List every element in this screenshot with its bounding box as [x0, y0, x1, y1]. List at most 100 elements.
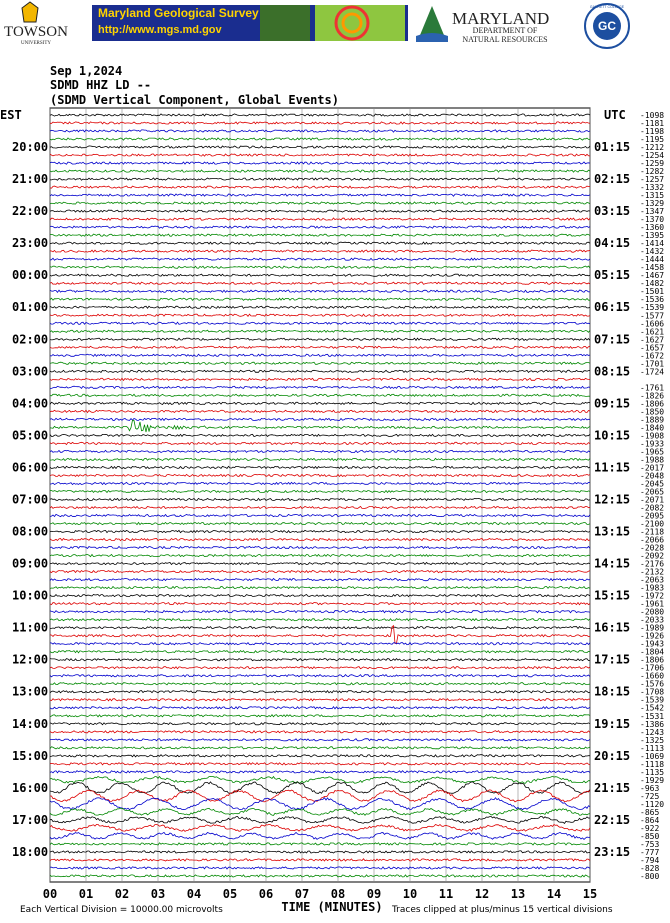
utc-time: 17:15: [594, 653, 630, 667]
labels: 00 01 02 03 04 05 06 07 08 09 10 11 12 13 14 15 20:00 21:…: [12, 111, 664, 901]
utc-time: 23:15: [594, 845, 630, 859]
trace-offset: -2080: [640, 608, 664, 617]
trace-offset: -1965: [640, 447, 664, 456]
trace-offset: -2065: [640, 487, 664, 496]
seismic-trace: [49, 797, 591, 811]
seismic-trace: [49, 513, 591, 518]
seismic-trace: [49, 225, 591, 229]
trace-offset: -1929: [640, 776, 664, 785]
utc-time: 05:15: [594, 268, 630, 282]
seismic-trace: [49, 842, 591, 846]
utc-time: 06:15: [594, 300, 630, 314]
x-tick-label: 04: [187, 887, 201, 901]
seismic-trace: [49, 217, 591, 221]
dnr-line2: NATURAL RESOURCES: [462, 35, 547, 44]
x-tick-label: 05: [223, 887, 237, 901]
trace-offset: -1826: [640, 391, 664, 400]
trace-offset: -1332: [640, 183, 664, 192]
trace-offset: -2033: [640, 616, 664, 625]
seismic-trace: [49, 569, 591, 574]
trace-offset: -922: [640, 824, 659, 833]
seismic-trace: [49, 401, 591, 406]
est-time: 08:00: [12, 525, 48, 539]
utc-time: 01:15: [594, 140, 630, 154]
trace-offset: -2092: [640, 552, 664, 561]
dnr-line1: DEPARTMENT OF: [473, 26, 538, 35]
trace-offset: -2071: [640, 495, 664, 504]
trace-offset: -1467: [640, 271, 664, 280]
towson-sub: UNIVERSITY: [21, 41, 51, 46]
seismic-trace: [49, 201, 591, 205]
seismic-trace: [49, 641, 591, 646]
trace-offset: -1098: [640, 111, 664, 120]
trace-offset: -794: [640, 856, 659, 865]
seismic-trace: [49, 505, 591, 510]
x-axis-title: TIME (MINUTES): [281, 900, 382, 914]
utc-label: UTC: [604, 108, 626, 122]
dnr-title: MARYLAND: [452, 9, 549, 28]
seismic-trace: [49, 497, 591, 502]
trace-offset: -1458: [640, 263, 664, 272]
seismic-trace: [49, 545, 591, 550]
trace-offset: -725: [640, 792, 659, 801]
trace-offset: -1850: [640, 407, 664, 416]
seismic-trace: [49, 417, 590, 422]
trace-offset: -1933: [640, 439, 664, 448]
utc-time: 15:15: [594, 589, 630, 603]
x-tick-label: 06: [259, 887, 273, 901]
trace-offset: -1198: [640, 127, 664, 136]
trace-offset: -1840: [640, 423, 664, 432]
svg-text:GC: GC: [598, 19, 616, 33]
seismic-trace: [49, 321, 591, 326]
trace-offset: -1926: [640, 632, 664, 641]
utc-time: 18:15: [594, 685, 630, 699]
seismic-trace: [49, 649, 591, 654]
x-tick-label: 10: [403, 887, 417, 901]
trace-offset: -1889: [640, 415, 664, 424]
trace-offset: -753: [640, 840, 659, 849]
trace-offset: -1329: [640, 199, 664, 208]
seismic-trace: [49, 593, 591, 598]
est-time: 23:00: [12, 236, 48, 250]
trace-offset: -1539: [640, 303, 664, 312]
seismic-trace: [49, 193, 591, 197]
trace-offset: -1212: [640, 143, 664, 152]
seismic-trace: [49, 337, 591, 342]
seismic-trace: [49, 698, 590, 702]
traces: [49, 113, 591, 878]
est-time: 21:00: [12, 172, 48, 186]
est-time: 16:00: [12, 781, 48, 795]
utc-time: 03:15: [594, 204, 630, 218]
trace-offset: -1943: [640, 640, 664, 649]
utc-time: 02:15: [594, 172, 630, 186]
trace-offset: -2095: [640, 512, 664, 521]
trace-offset: -1531: [640, 712, 664, 721]
seismic-trace: [49, 658, 590, 662]
est-time: 03:00: [12, 364, 48, 378]
trace-offset: -1621: [640, 327, 664, 336]
seismic-trace: [49, 815, 591, 824]
trace-offset: -2017: [640, 463, 664, 472]
trace-offset: -850: [640, 832, 659, 841]
trace-offset: -1482: [640, 279, 664, 288]
est-time: 13:00: [12, 685, 48, 699]
est-time: 22:00: [12, 204, 48, 218]
seismic-trace: [49, 521, 591, 526]
trace-offset: -1961: [640, 600, 664, 609]
trace-offset: -1282: [640, 167, 664, 176]
seismic-trace: [49, 297, 590, 301]
est-time: 11:00: [12, 621, 48, 635]
est-time: 18:00: [12, 845, 48, 859]
seismic-trace: [49, 781, 591, 795]
trace-offset: -1627: [640, 335, 664, 344]
utc-time: 11:15: [594, 460, 630, 474]
seismic-trace: [49, 369, 591, 373]
x-tick-label: 03: [151, 887, 165, 901]
trace-offset: -2066: [640, 536, 664, 545]
station: SDMD HHZ LD --: [50, 78, 151, 92]
x-tick-label: 00: [43, 887, 57, 901]
mgs-url: http://www.mgs.md.gov: [98, 24, 223, 36]
trace-offset: -1539: [640, 696, 664, 705]
garrett-name: GARRETT COLLEGE: [590, 5, 625, 9]
